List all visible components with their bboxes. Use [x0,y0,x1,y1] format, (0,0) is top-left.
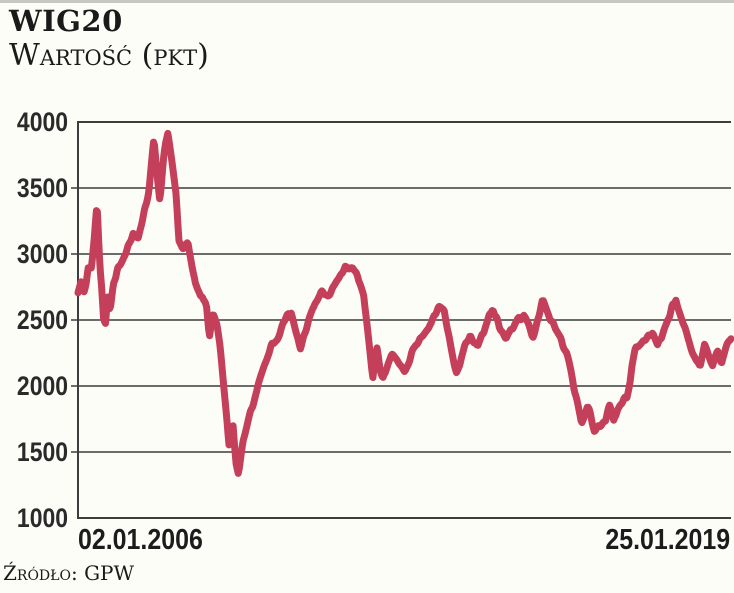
y-tick-label: 2000 [16,371,68,401]
y-tick-label: 2500 [16,305,68,335]
x-axis-label-start: 02.01.2006 [78,524,203,556]
y-tick-label: 4000 [16,107,68,137]
y-tick-label: 3000 [16,239,68,269]
chart-title: WIG20 [9,4,123,38]
y-tick-label: 1500 [16,437,68,467]
wig20-series-line [74,129,734,477]
y-tick-label: 3500 [16,173,68,203]
y-tick-label: 1000 [16,503,68,533]
source-caption: Źródło: GPW [3,561,135,585]
chart-subtitle: Wartość (pkt) [9,38,209,73]
top-divider [0,0,734,3]
x-axis-label-end: 25.01.2019 [605,524,730,556]
